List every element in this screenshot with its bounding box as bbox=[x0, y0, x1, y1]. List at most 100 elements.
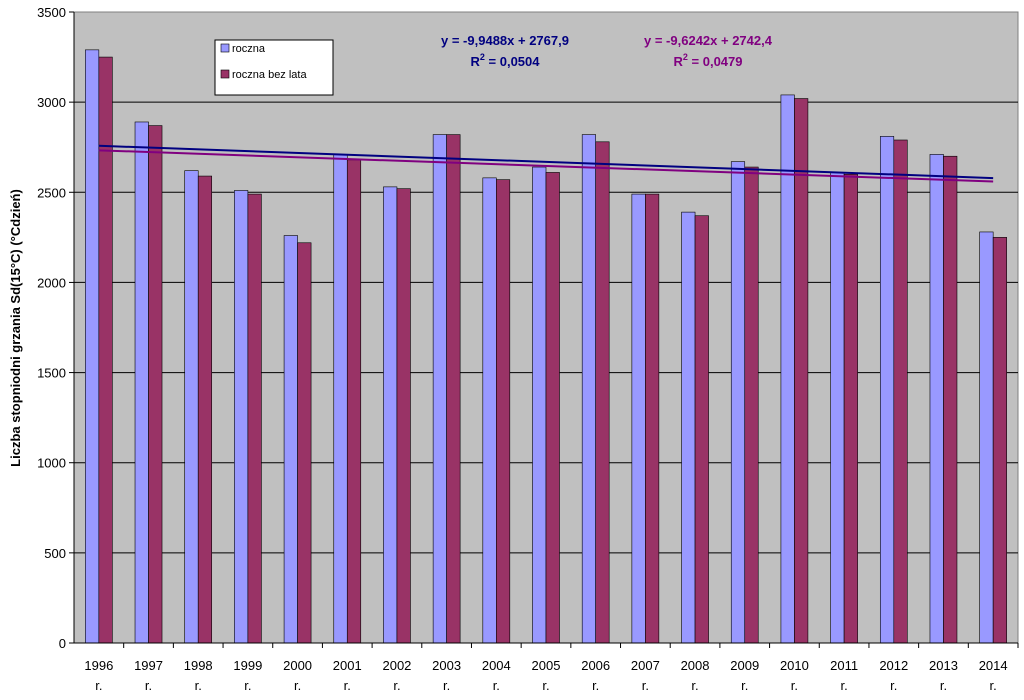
trendlines bbox=[98, 144, 994, 183]
bar-roczna-2002 bbox=[383, 186, 398, 644]
x-tick-label-suffix: r. bbox=[642, 678, 649, 693]
bar-roczna-bez-lata-2006 bbox=[595, 141, 610, 644]
bar-roczna-bez-lata-2000 bbox=[297, 242, 312, 644]
x-tick-label-suffix: r. bbox=[940, 678, 947, 693]
y-tick-label: 3500 bbox=[37, 5, 66, 20]
x-tick-label-year: 2004 bbox=[482, 658, 511, 673]
x-tick-label-year: 2005 bbox=[532, 658, 561, 673]
bar-roczna-2008 bbox=[681, 211, 696, 644]
trendline-roczna bbox=[98, 144, 994, 180]
x-tick-label-year: 2007 bbox=[631, 658, 660, 673]
y-tick-label: 1000 bbox=[37, 456, 66, 471]
bar-roczna-2014 bbox=[979, 231, 994, 644]
x-tick-label-suffix: r. bbox=[443, 678, 450, 693]
bar-roczna-2004 bbox=[482, 177, 497, 644]
trendline-equation-2: y = -9,6242x + 2742,4 R2 = 0,0479 bbox=[644, 33, 773, 69]
y-tick-label: 0 bbox=[59, 636, 66, 651]
bar-roczna-bez-lata-2011 bbox=[843, 173, 858, 644]
x-tick-label-suffix: r. bbox=[791, 678, 798, 693]
trendline-equation-2-r2: R2 = 0,0479 bbox=[674, 52, 743, 69]
legend-swatch-roczna bbox=[220, 43, 230, 53]
y-tick-label: 1500 bbox=[37, 366, 66, 381]
bar-roczna-2001 bbox=[333, 154, 348, 644]
bar-roczna-1996 bbox=[85, 49, 100, 644]
bar-roczna-bez-lata-2001 bbox=[346, 159, 362, 644]
x-tick-label-suffix: r. bbox=[195, 678, 202, 693]
bar-roczna-bez-lata-2002 bbox=[396, 188, 411, 644]
y-axis-label: Liczba stopniodni grzania Sd(15°C) (°Cdz… bbox=[8, 189, 23, 467]
x-tick-label-year: 2009 bbox=[730, 658, 759, 673]
x-tick-label-suffix: r. bbox=[990, 678, 997, 693]
bar-roczna-bez-lata-2004 bbox=[496, 179, 511, 644]
x-tick-label-year: 2014 bbox=[979, 658, 1008, 673]
bar-roczna-1997 bbox=[134, 121, 149, 644]
x-tick-label-year: 2011 bbox=[830, 658, 858, 673]
bar-roczna-bez-lata-1997 bbox=[148, 125, 163, 644]
bar-roczna-bez-lata-2014 bbox=[992, 237, 1007, 644]
bar-roczna-bez-lata-2009 bbox=[744, 166, 759, 644]
bar-roczna-bez-lata-2010 bbox=[794, 98, 809, 644]
x-tick-label-year: 1997 bbox=[134, 658, 163, 673]
legend-label-roczna: roczna bbox=[232, 43, 266, 55]
bar-roczna-2009 bbox=[730, 161, 746, 644]
trendline-equation-1-r2: R2 = 0,0504 bbox=[471, 52, 541, 69]
x-tick-label-suffix: r. bbox=[691, 678, 698, 693]
x-tick-label-year: 2000 bbox=[283, 658, 312, 673]
bar-roczna-bez-lata-1998 bbox=[197, 175, 213, 644]
x-tick-label-year: 1996 bbox=[84, 658, 113, 673]
bars bbox=[85, 49, 1007, 644]
x-tick-label-year: 2003 bbox=[432, 658, 461, 673]
x-tick-label-suffix: r. bbox=[393, 678, 400, 693]
y-tick-label: 500 bbox=[44, 546, 66, 561]
x-tick-label-year: 2012 bbox=[879, 658, 908, 673]
bar-roczna-1999 bbox=[234, 190, 249, 644]
trendline-equation-1: y = -9,9488x + 2767,9 R2 = 0,0504 bbox=[441, 33, 569, 69]
legend: roczna roczna bez lata bbox=[214, 39, 334, 96]
bar-roczna-2005 bbox=[532, 166, 547, 644]
y-tick-label: 2500 bbox=[37, 185, 66, 200]
bar-roczna-2000 bbox=[283, 235, 298, 644]
bar-roczna-bez-lata-2003 bbox=[446, 134, 461, 644]
bar-roczna-2013 bbox=[929, 154, 944, 644]
bar-roczna-bez-lata-2012 bbox=[893, 139, 908, 644]
bar-roczna-2011 bbox=[830, 172, 845, 644]
x-tick-label-suffix: r. bbox=[493, 678, 500, 693]
x-tick-label-year: 2013 bbox=[929, 658, 958, 673]
x-tick-label-suffix: r. bbox=[592, 678, 599, 693]
legend-label-roczna-bez-lata: roczna bez lata bbox=[232, 69, 307, 81]
bar-roczna-1998 bbox=[184, 170, 199, 644]
x-tick-label-year: 1999 bbox=[233, 658, 262, 673]
x-tick-label-suffix: r. bbox=[741, 678, 748, 693]
x-tick-label-suffix: r. bbox=[542, 678, 549, 693]
bar-roczna-2012 bbox=[879, 136, 895, 644]
x-tick-label-suffix: r. bbox=[840, 678, 847, 693]
x-tick-label-suffix: r. bbox=[95, 678, 102, 693]
bar-roczna-2007 bbox=[631, 193, 646, 644]
bar-roczna-2003 bbox=[432, 134, 447, 644]
x-tick-label-year: 1998 bbox=[184, 658, 213, 673]
x-tick-label-year: 2006 bbox=[581, 658, 610, 673]
x-tick-label-year: 2002 bbox=[382, 658, 411, 673]
x-tick-label-year: 2008 bbox=[681, 658, 710, 673]
bar-roczna-bez-lata-1999 bbox=[247, 193, 262, 644]
legend-box bbox=[214, 39, 334, 96]
axes: 0 500 1000 1500 2000 2500 3000 3500 1996 r. 1997 r.… bbox=[37, 5, 1019, 693]
x-tick-label-year: 2010 bbox=[780, 658, 809, 673]
x-tick-label-suffix: r. bbox=[244, 678, 251, 693]
x-tick-label-suffix: r. bbox=[344, 678, 351, 693]
bar-roczna-2010 bbox=[780, 94, 795, 644]
trendline-roczna-bez-lata bbox=[98, 149, 994, 183]
y-tick-label: 2000 bbox=[37, 275, 66, 290]
bar-roczna-bez-lata-2005 bbox=[545, 172, 560, 644]
bar-roczna-bez-lata-2008 bbox=[694, 215, 709, 644]
bar-roczna-2006 bbox=[581, 134, 596, 644]
x-tick-label-suffix: r. bbox=[294, 678, 301, 693]
trendline-equation-2-formula: y = -9,6242x + 2742,4 bbox=[644, 33, 773, 48]
y-tick-label: 3000 bbox=[37, 95, 66, 110]
trendline-equation-1-formula: y = -9,9488x + 2767,9 bbox=[441, 33, 569, 48]
x-tick-label-suffix: r. bbox=[145, 678, 152, 693]
legend-swatch-roczna-bez-lata bbox=[220, 69, 230, 79]
bar-roczna-bez-lata-2013 bbox=[943, 155, 958, 644]
